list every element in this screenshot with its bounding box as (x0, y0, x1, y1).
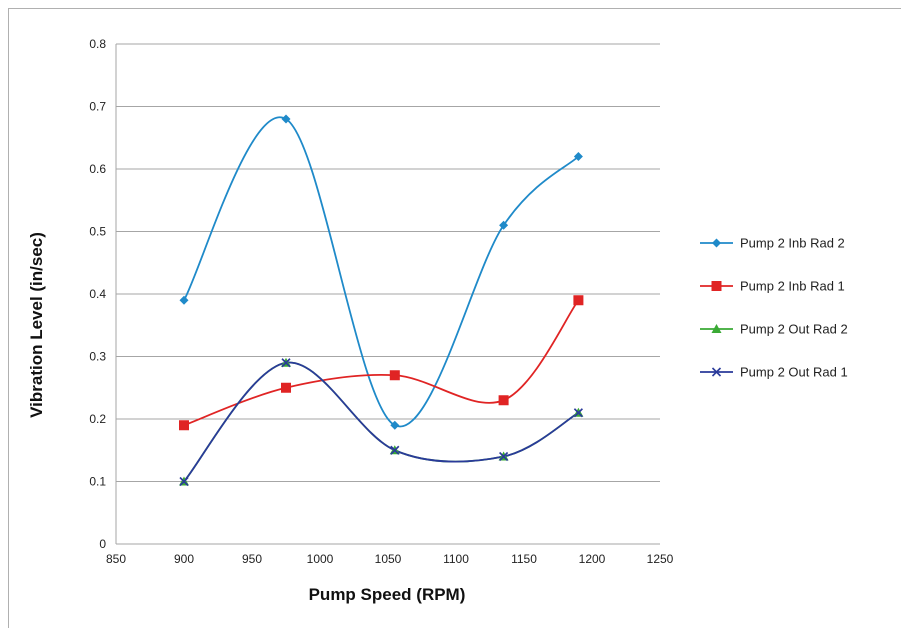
data-point-series-4 (499, 451, 509, 462)
x-tick-label: 950 (242, 552, 262, 566)
data-point-series-1 (281, 114, 291, 124)
x-marker-stroke (499, 451, 509, 462)
y-tick-label: 0.3 (89, 350, 106, 364)
series-markers (179, 114, 584, 487)
tick-labels: 0 0.1 0.2 0.3 0.4 0.5 0.6 0.7 0.8 850 900 950 1000 10… (89, 37, 673, 566)
series-lines (183, 116, 580, 483)
legend-label: Pump 2 Inb Rad 2 (740, 236, 845, 251)
data-point-series-4 (573, 408, 583, 418)
y-tick-label: 0.8 (89, 37, 106, 51)
legend-entry-1: Pump 2 Inb Rad 2 (700, 236, 845, 251)
y-tick-label: 0.5 (89, 225, 106, 239)
series-line-4 (183, 361, 579, 483)
x-marker-stroke (390, 445, 400, 455)
legend-label: Pump 2 Out Rad 1 (740, 365, 848, 380)
x-tick-label: 1100 (443, 552, 469, 566)
x-marker-stroke (711, 367, 722, 377)
data-point-series-2 (498, 395, 509, 406)
series-line-1 (183, 116, 580, 428)
data-point-series-4 (390, 445, 400, 455)
data-point-series-4 (179, 476, 189, 487)
x-marker-stroke (281, 358, 291, 368)
legend-entry-2: Pump 2 Inb Rad 1 (700, 279, 845, 294)
series-line-3 (183, 361, 579, 483)
axes (115, 44, 660, 545)
legend-marker (711, 324, 722, 333)
y-tick-label: 0 (99, 537, 106, 551)
data-point-series-1 (499, 220, 509, 230)
data-point-series-1 (390, 420, 400, 430)
x-tick-label: 1200 (579, 552, 606, 566)
data-point-series-1 (573, 152, 583, 161)
y-tick-label: 0.4 (89, 287, 106, 301)
legend-marker (711, 367, 722, 377)
legend-marker (712, 238, 721, 248)
data-point-series-2 (573, 295, 584, 306)
y-tick-label: 0.2 (89, 412, 106, 426)
chart-frame (8, 8, 901, 628)
data-point-series-2 (281, 382, 291, 393)
legend-marker (711, 281, 722, 291)
x-tick-label: 900 (174, 552, 194, 566)
data-point-series-2 (179, 420, 189, 431)
legend-label: Pump 2 Inb Rad 1 (740, 279, 845, 294)
y-tick-label: 0.7 (89, 100, 106, 114)
x-tick-label: 850 (106, 552, 126, 566)
legend-entry-3: Pump 2 Out Rad 2 (700, 322, 848, 337)
legend-entry-4: Pump 2 Out Rad 1 (700, 365, 848, 380)
y-tick-label: 0.6 (89, 162, 106, 176)
x-tick-label: 1050 (375, 552, 402, 566)
x-marker-stroke (573, 408, 583, 418)
x-marker-stroke (179, 476, 189, 487)
x-tick-label: 1150 (511, 552, 537, 566)
data-point-series-1 (179, 295, 189, 305)
y-axis-title: Vibration Level (in/sec) (27, 232, 46, 418)
x-tick-label: 1000 (307, 552, 334, 566)
legend-label: Pump 2 Out Rad 2 (740, 322, 848, 337)
data-point-series-4 (281, 358, 291, 368)
x-axis-title: Pump Speed (RPM) (309, 585, 466, 604)
x-tick-label: 1250 (647, 552, 674, 566)
data-point-series-2 (389, 370, 400, 381)
legend: Pump 2 Inb Rad 2 Pump 2 Inb Rad 1 Pump 2 O… (700, 236, 848, 380)
y-tick-label: 0.1 (89, 475, 106, 489)
